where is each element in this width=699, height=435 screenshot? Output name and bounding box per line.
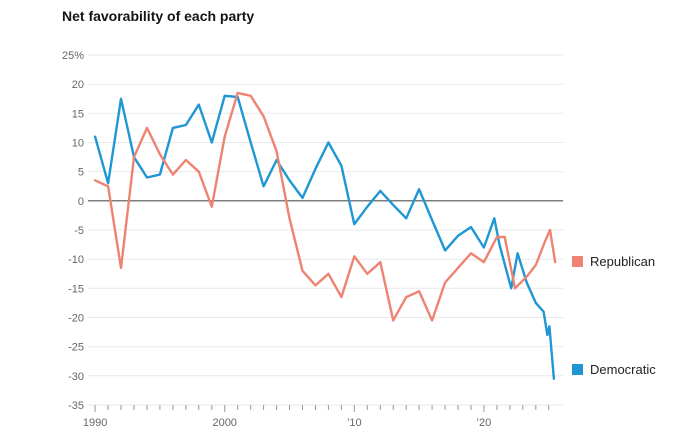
y-axis-label: 15 — [72, 108, 84, 120]
y-axis-label: 5 — [78, 167, 84, 179]
x-axis-label: ’20 — [477, 417, 492, 429]
republican-line — [93, 91, 557, 322]
democratic-line — [93, 94, 556, 380]
y-axis-label: -15 — [68, 283, 84, 295]
y-axis-label: 25% — [62, 50, 84, 62]
y-axis-label: 10 — [72, 138, 84, 150]
y-axis-label: 0 — [78, 196, 84, 208]
democratic-legend-label: Democratic — [590, 362, 656, 377]
republican-legend-label: Republican — [590, 254, 656, 269]
democratic-legend-swatch — [572, 364, 583, 375]
y-axis-label: -20 — [68, 313, 84, 325]
republican-legend-swatch — [572, 256, 583, 267]
legend-item-democratic: Democratic — [572, 362, 656, 377]
x-axis-label: ’10 — [347, 417, 362, 429]
legend-item-republican: Republican — [572, 254, 655, 269]
y-axis-label: 20 — [72, 79, 84, 91]
y-axis-label: -5 — [74, 225, 84, 237]
chart-title: Net favorability of each party — [62, 8, 255, 24]
x-axis-label: 2000 — [212, 417, 236, 429]
y-axis-label: -35 — [68, 400, 84, 412]
y-axis-label: -10 — [68, 254, 84, 266]
x-axis-label: 1990 — [83, 417, 107, 429]
y-axis-label: -25 — [68, 342, 84, 354]
y-axis-label: -30 — [68, 371, 84, 383]
